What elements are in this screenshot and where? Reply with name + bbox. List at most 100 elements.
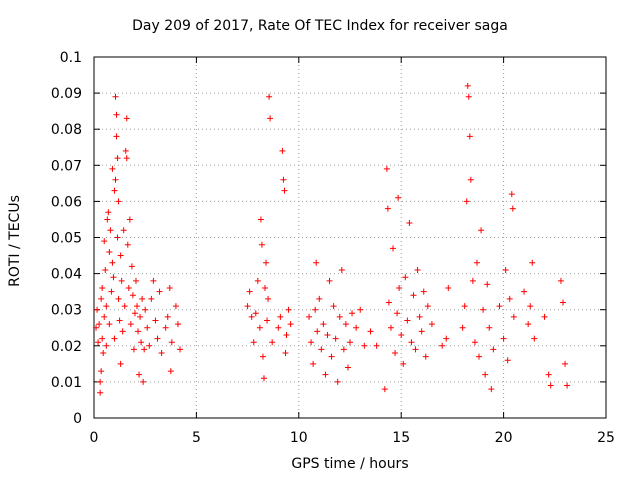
data-point: [463, 198, 470, 205]
data-point: [408, 339, 415, 346]
data-point: [264, 317, 271, 324]
data-point: [510, 313, 517, 320]
data-point: [410, 292, 417, 299]
data-point: [469, 277, 476, 284]
data-point: [120, 227, 127, 234]
data-point: [177, 346, 184, 353]
y-tick-label: 0.07: [51, 158, 82, 174]
data-point: [471, 339, 478, 346]
data-point: [95, 339, 102, 346]
data-point: [130, 346, 137, 353]
data-point: [111, 335, 118, 342]
data-point: [139, 295, 146, 302]
data-point: [152, 317, 159, 324]
data-point: [108, 288, 115, 295]
data-point: [98, 295, 105, 302]
data-point: [265, 295, 272, 302]
data-point: [115, 198, 122, 205]
data-point: [174, 321, 181, 328]
data-point: [259, 353, 266, 360]
data-point: [267, 115, 274, 122]
data-point: [106, 321, 113, 328]
data-point: [347, 339, 353, 346]
data-point: [97, 389, 104, 396]
data-point: [316, 295, 323, 302]
data-point: [102, 266, 109, 273]
data-point: [353, 324, 360, 331]
data-point: [384, 205, 391, 212]
data-point: [564, 382, 571, 389]
data-point: [418, 328, 425, 335]
data-point: [248, 313, 255, 320]
data-point: [482, 371, 489, 378]
data-point: [114, 234, 121, 241]
y-tick-label: 0.05: [51, 231, 82, 247]
data-point: [244, 303, 251, 310]
data-point: [158, 350, 165, 357]
y-tick-label: 0.1: [60, 50, 82, 66]
data-point: [109, 165, 116, 172]
data-point: [137, 313, 144, 320]
data-point: [258, 241, 265, 248]
data-point: [106, 248, 113, 255]
y-tick-label: 0.03: [51, 303, 82, 319]
data-point: [162, 324, 169, 331]
data-point: [99, 335, 106, 342]
data-point: [156, 288, 163, 295]
data-point: [461, 303, 468, 310]
data-point: [478, 227, 485, 234]
data-point: [306, 313, 313, 320]
y-tick-label: 0.09: [51, 86, 82, 102]
data-point: [127, 321, 134, 328]
data-point: [330, 303, 337, 310]
data-point: [312, 306, 319, 313]
data-point: [135, 328, 142, 335]
data-point: [308, 339, 315, 346]
data-point: [148, 295, 155, 302]
data-point: [338, 266, 345, 273]
data-point: [406, 220, 413, 227]
data-point: [277, 313, 284, 320]
data-point: [164, 313, 171, 320]
data-point: [110, 274, 117, 281]
data-point: [99, 285, 106, 292]
data-point: [142, 306, 149, 313]
data-point: [373, 342, 380, 349]
data-point: [105, 209, 112, 216]
data-point: [167, 368, 174, 375]
data-point: [488, 386, 495, 393]
data-point: [129, 292, 136, 299]
data-point: [344, 364, 351, 371]
data-point: [502, 266, 509, 273]
data-point: [531, 335, 538, 342]
data-point: [466, 133, 473, 140]
chart-title: Day 209 of 2017, Rate Of TEC Index for r…: [132, 18, 508, 34]
data-point: [101, 313, 108, 320]
data-point: [445, 285, 452, 292]
y-tick-label: 0.01: [51, 375, 82, 391]
data-point: [285, 306, 292, 313]
data-point: [262, 285, 269, 292]
data-point: [141, 346, 148, 353]
data-point: [283, 331, 290, 338]
data-point: [387, 324, 394, 331]
data-point: [111, 187, 118, 194]
data-point: [113, 111, 120, 118]
data-point: [416, 313, 423, 320]
data-point: [121, 303, 128, 310]
data-point: [422, 353, 429, 360]
data-point: [136, 371, 143, 378]
data-point: [547, 382, 554, 389]
data-point: [246, 288, 253, 295]
data-point: [398, 331, 405, 338]
data-point: [281, 187, 288, 194]
data-point: [496, 303, 503, 310]
data-point: [112, 176, 119, 183]
data-point: [117, 252, 124, 259]
data-point: [250, 339, 257, 346]
data-point: [504, 357, 511, 364]
data-point: [381, 386, 388, 393]
data-point: [318, 346, 325, 353]
data-point: [396, 285, 403, 292]
x-tick-label: 5: [192, 430, 201, 446]
